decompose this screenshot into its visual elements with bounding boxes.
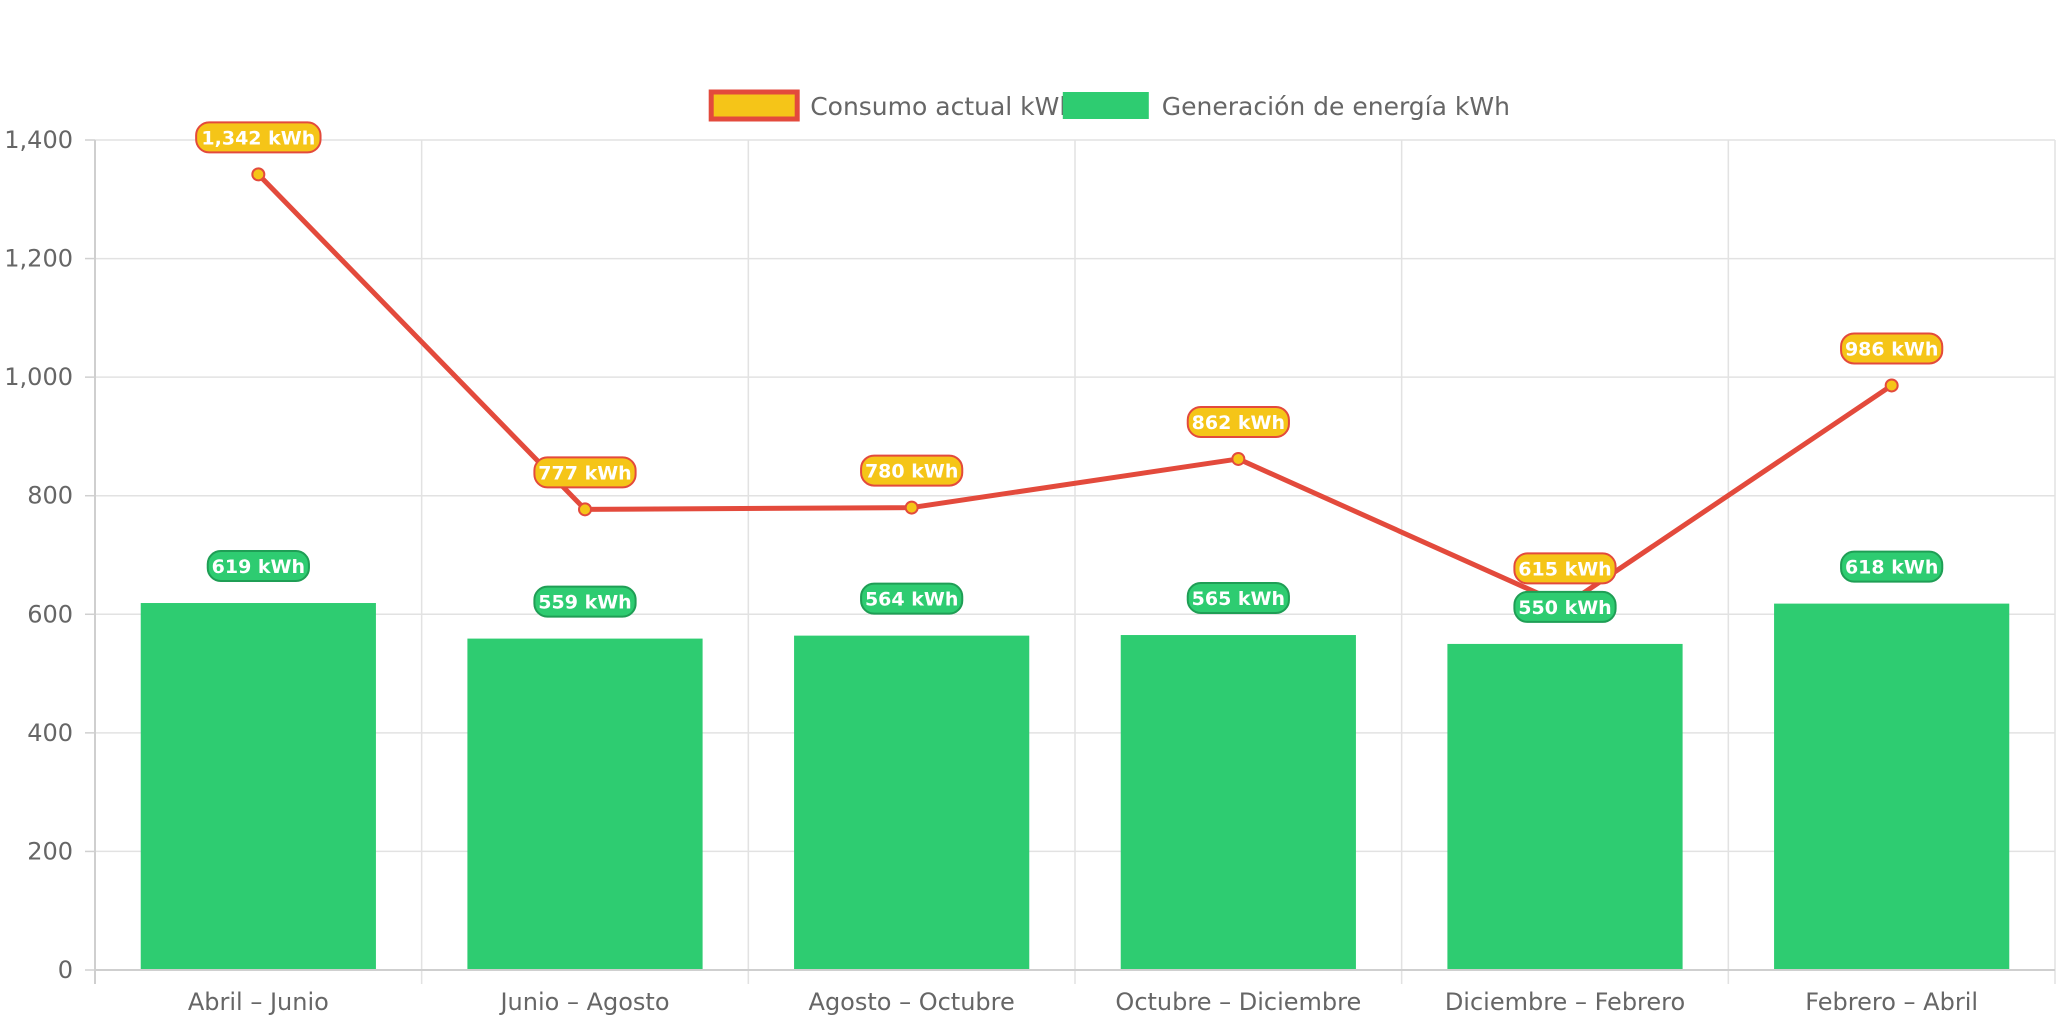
- bar-data-label-bg: [1513, 590, 1617, 623]
- line-data-label-bg: [195, 121, 322, 154]
- bar-series: [140, 603, 2010, 970]
- legend-item-generacion[interactable]: Generación de energía kWh: [1062, 92, 1510, 121]
- y-tick-label: 600: [27, 600, 73, 628]
- line-point: [578, 502, 592, 517]
- bar-data-label-bg: [1840, 550, 1944, 583]
- bar: [1120, 635, 1356, 970]
- x-tick-label: Agosto – Octubre: [809, 988, 1015, 1016]
- line-data-label-bg: [860, 454, 964, 487]
- line-point: [1231, 451, 1246, 466]
- bar: [794, 635, 1030, 970]
- bar: [467, 638, 703, 970]
- bar-data-label: 619 kWh: [212, 556, 305, 578]
- y-tick-label: 200: [27, 837, 73, 865]
- line-data-label: 780 kWh: [865, 461, 958, 483]
- line-data-label-bg: [533, 456, 637, 489]
- y-tick-label: 0: [58, 956, 73, 984]
- legend-label: Generación de energía kWh: [1162, 92, 1510, 121]
- legend-swatch: [1062, 92, 1149, 119]
- bar-data-label: 565 kWh: [1192, 588, 1285, 610]
- axes: 0 200 400 600 800 1,000 1,200 1,400 Abril – Juni…: [4, 126, 2055, 1016]
- y-tick-label: 400: [27, 719, 73, 747]
- line-data-label-bg: [1840, 332, 1944, 365]
- x-tick-label: Febrero – Abril: [1805, 988, 1978, 1016]
- line-data-label-bg: [1186, 405, 1290, 438]
- line-data-label: 986 kWh: [1845, 338, 1938, 360]
- bar: [140, 603, 376, 970]
- legend-label: Consumo actual kWh: [810, 92, 1075, 121]
- x-tick-label: Octubre – Diciembre: [1115, 988, 1361, 1016]
- line-data-label: 777 kWh: [538, 462, 631, 484]
- legend-swatch: [708, 89, 800, 122]
- series-line: [256, 172, 1894, 608]
- line-data-label: 862 kWh: [1192, 412, 1285, 434]
- bar-data-label-bg: [1186, 582, 1290, 615]
- y-tick-label: 800: [27, 482, 73, 510]
- bar-data-label: 550 kWh: [1518, 597, 1611, 619]
- bar-data-label: 559 kWh: [538, 592, 631, 614]
- grid: [94, 139, 2056, 984]
- bar-data-label: 564 kWh: [865, 589, 958, 611]
- line-data-label: 615 kWh: [1518, 558, 1611, 580]
- bar-data-label-bg: [206, 550, 310, 583]
- bar: [1447, 643, 1683, 970]
- line-point: [904, 500, 919, 515]
- legend[interactable]: Consumo actual kWh Generación de energía …: [708, 89, 1510, 122]
- y-tick-label: 1,200: [4, 245, 73, 273]
- line-point: [1884, 378, 1899, 393]
- x-tick-label: Diciembre – Febrero: [1445, 988, 1685, 1016]
- bar-data-label: 618 kWh: [1845, 557, 1938, 579]
- y-tick-label: 1,000: [4, 363, 73, 391]
- bar: [1774, 603, 2010, 970]
- data-labels: 619 kWh 559 kWh 564 kWh 565 kWh 550 kWh 618 k…: [195, 121, 1944, 623]
- line-point: [251, 167, 266, 182]
- x-tick-label: Junio – Agosto: [498, 988, 669, 1016]
- line-data-label-bg: [1513, 552, 1617, 585]
- line-data-label: 1,342 kWh: [201, 127, 315, 149]
- x-tick-label: Abril – Junio: [188, 988, 329, 1016]
- bar-data-label-bg: [533, 585, 637, 618]
- legend-item-consumo[interactable]: Consumo actual kWh: [708, 89, 1075, 122]
- bar-data-label-bg: [860, 582, 964, 615]
- y-tick-label: 1,400: [4, 126, 73, 154]
